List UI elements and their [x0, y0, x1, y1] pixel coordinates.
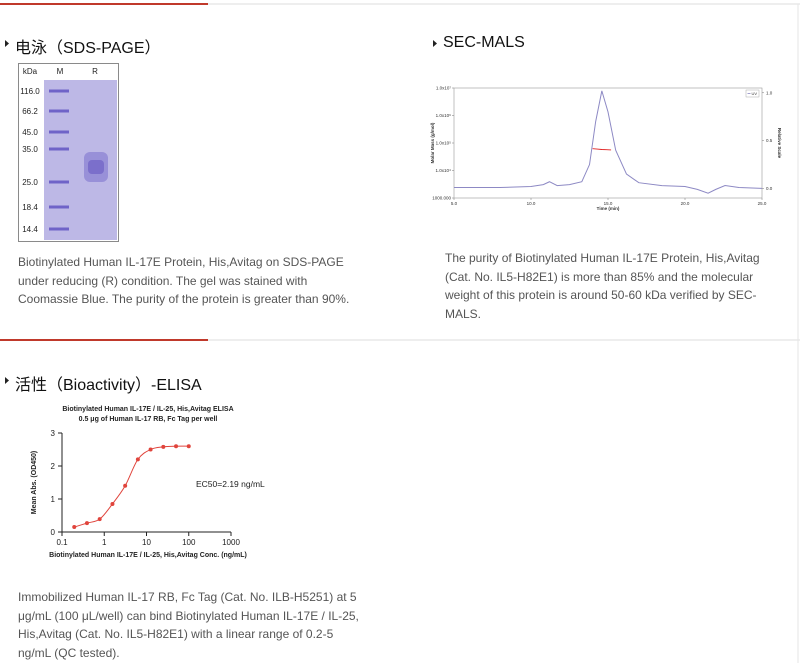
section-title: 活性（Bioactivity）-ELISA: [15, 377, 202, 394]
chart-subtitle: 0.5 μg of Human IL-17 RB, Fc Tag per wel…: [79, 416, 218, 423]
marker-band: [49, 147, 69, 151]
x-tick-label: 1: [102, 538, 107, 547]
marker-label: 66.2: [22, 107, 38, 116]
x-axis-label: Biotinylated Human IL-17E / IL-25, His,A…: [49, 552, 247, 559]
y2-axis-label: Relative Scale: [777, 128, 782, 159]
x-tick-label: 15.0: [604, 201, 613, 206]
x-tick-label: 5.0: [451, 201, 458, 206]
bullet: [433, 40, 437, 47]
x-axis-label: Time (min): [597, 206, 620, 211]
y-tick-label: 1000.000: [432, 196, 451, 201]
data-point: [123, 483, 128, 488]
data-point: [135, 457, 140, 462]
y-tick-label: 1.0x10⁵: [436, 141, 452, 146]
bullet: [5, 40, 9, 47]
bullet: [5, 377, 9, 384]
sec-mals-chart: 5.0 10.0 15.0 20.0 25.0 1000.000 1.0x10⁴ 1.0x10…: [430, 86, 782, 212]
y-tick-label: 0: [51, 528, 56, 537]
data-point: [174, 444, 179, 449]
x-tick-label: 10.0: [527, 201, 536, 206]
x-tick-label: 10: [142, 538, 151, 547]
gel-unit: kDa: [23, 67, 38, 76]
lane-label: R: [92, 67, 98, 76]
description: The purity of Biotinylated Human IL-17E …: [445, 251, 760, 321]
x-tick-label: 0.1: [56, 538, 68, 547]
data-point: [186, 444, 191, 449]
y-axis-label: Mean Abs. (OD450): [31, 451, 38, 515]
gel-image: kDa M R 116.0 66.2 45.0 35.0 25.0 18.4 14.4: [18, 63, 119, 242]
series-line: [454, 90, 763, 194]
marker-band: [49, 130, 69, 134]
marker-label: 14.4: [22, 225, 38, 234]
y-tick-label: 2: [51, 462, 56, 471]
marker-label: 116.0: [20, 87, 40, 96]
y-tick-label: 1.0x10⁶: [436, 113, 452, 118]
legend-box: [745, 89, 760, 98]
data-point: [110, 501, 115, 506]
y-tick-label: 1.0x10⁷: [436, 86, 452, 91]
section-title: SEC-MALS: [443, 34, 525, 51]
marker-label: 35.0: [22, 145, 38, 154]
y2-tick-label: 0.0: [766, 186, 773, 191]
data-point: [148, 447, 153, 452]
legend-label: UV: [752, 91, 758, 96]
data-point: [72, 525, 77, 530]
section-title: 电泳（SDS-PAGE）: [15, 40, 161, 57]
series-line: [592, 148, 612, 151]
lane-label: M: [57, 67, 64, 76]
plot-frame: [453, 87, 763, 199]
description: Immobilized Human IL-17 RB, Fc Tag (Cat.…: [18, 590, 359, 660]
annotation: EC50=2.19 ng/mL: [196, 479, 265, 489]
marker-band: [49, 109, 69, 113]
y2-tick-label: 1.0: [766, 90, 773, 95]
marker-band: [49, 180, 69, 184]
data-point: [84, 521, 89, 526]
marker-label: 45.0: [22, 128, 38, 137]
y-tick-label: 1: [51, 495, 56, 504]
description: Biotinylated Human IL-17E Protein, His,A…: [18, 255, 350, 307]
x-tick-label: 1000: [222, 538, 240, 547]
marker-band: [49, 89, 69, 93]
marker-band: [49, 227, 69, 231]
elisa-chart: Biotinylated Human IL-17E / IL-25, His,A…: [31, 406, 265, 559]
x-tick-label: 100: [182, 538, 196, 547]
y-tick-label: 3: [51, 429, 56, 438]
marker-label: 18.4: [22, 203, 38, 212]
y-axis-label: Molar Mass (g/mol): [430, 122, 435, 163]
y-tick-label: 1.0x10⁴: [436, 168, 452, 173]
x-tick-label: 20.0: [681, 201, 690, 206]
chart-title: Biotinylated Human IL-17E / IL-25, His,A…: [62, 406, 233, 413]
marker-band: [49, 205, 69, 209]
marker-label: 25.0: [22, 178, 38, 187]
y2-tick-label: 0.5: [766, 138, 773, 143]
fit-curve: [74, 445, 189, 528]
sample-band: [88, 160, 104, 174]
x-tick-label: 25.0: [758, 201, 767, 206]
data-point: [97, 517, 102, 522]
data-point: [161, 444, 166, 449]
